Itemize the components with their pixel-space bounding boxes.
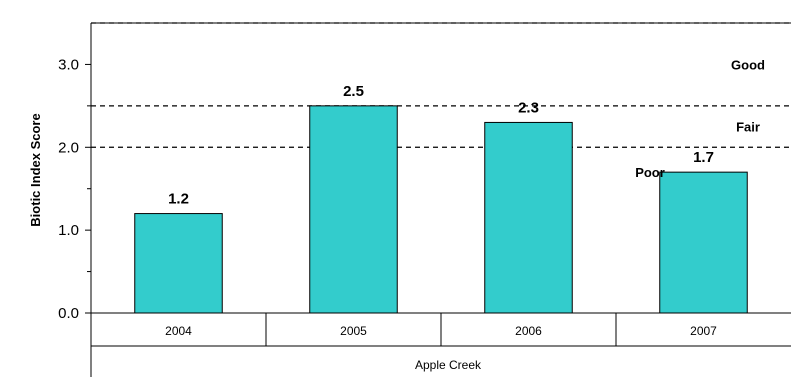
category-label: 2007 (690, 324, 717, 338)
category-label: 2006 (515, 324, 542, 338)
y-axis-title: Biotic Index Score (28, 113, 43, 226)
bar-2007 (659, 171, 748, 314)
bar-2004 (134, 213, 223, 314)
bar-2006 (484, 121, 573, 314)
category-label: 2005 (340, 324, 367, 338)
zone-label-good: Good (731, 57, 765, 72)
zone-labels: Good Fair Poor (635, 57, 765, 180)
y-tick-label: 2.0 (58, 139, 79, 156)
category-ticks: 2004 2005 2006 2007 (165, 313, 717, 346)
group-label: Apple Creek (415, 358, 482, 372)
y-tick-label: 3.0 (58, 56, 79, 73)
y-axis-ticks: 0.0 1.0 2.0 3.0 (58, 56, 91, 322)
data-label: 2.3 (518, 99, 539, 116)
zone-label-poor: Poor (635, 165, 665, 180)
category-label: 2004 (165, 324, 192, 338)
bar-2005 (309, 105, 398, 314)
data-label: 1.7 (693, 149, 714, 166)
zone-label-fair: Fair (736, 120, 760, 135)
data-label: 2.5 (343, 83, 364, 100)
y-tick-label: 0.0 (58, 305, 79, 322)
y-tick-label: 1.0 (58, 222, 79, 239)
data-label: 1.2 (168, 191, 189, 208)
threshold-lines (91, 22, 791, 148)
bars: 1.2 2.5 2.3 1.7 (134, 83, 748, 314)
